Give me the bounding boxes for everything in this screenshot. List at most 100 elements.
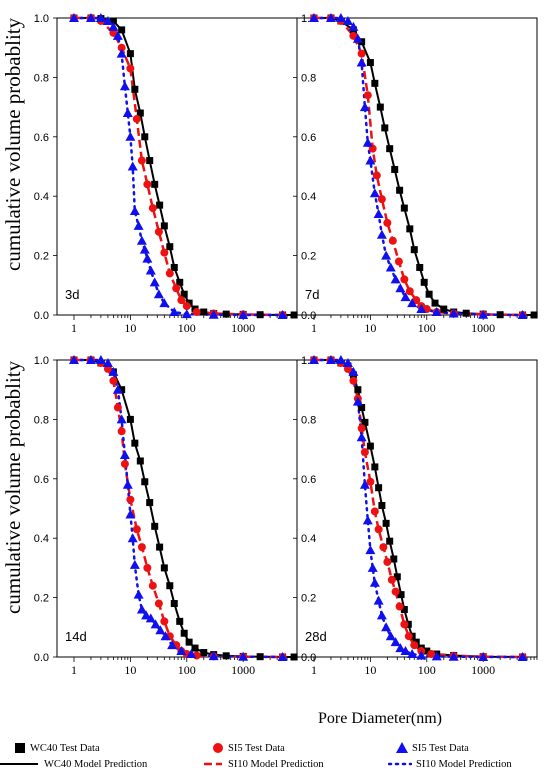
data-point-si10 <box>308 355 319 364</box>
data-point-si5 <box>374 525 383 534</box>
data-point-si10 <box>277 652 288 661</box>
data-point-si10 <box>431 307 442 317</box>
data-point-si5 <box>383 218 392 227</box>
data-point-si5 <box>137 543 146 552</box>
data-point-si10 <box>335 355 346 364</box>
y-tick-label: 0.0 <box>34 310 49 322</box>
y-tick-label: 0.4 <box>301 533 316 545</box>
data-point-wc40 <box>386 537 394 545</box>
y-tick-label: 0.2 <box>301 593 316 605</box>
model-line-wc40 <box>314 17 535 316</box>
data-point-si5 <box>143 563 152 572</box>
legend-label: SI5 Test Data <box>412 742 469 754</box>
legend-label: WC40 Test Data <box>30 742 100 754</box>
data-point-wc40 <box>406 225 414 233</box>
data-point-si10 <box>352 33 363 43</box>
data-point-wc40 <box>425 290 433 298</box>
data-point-wc40 <box>390 555 398 563</box>
data-point-si10 <box>95 355 106 364</box>
data-point-wc40 <box>200 308 208 316</box>
data-point-si10 <box>208 309 219 319</box>
legend-item-si5-model: SI10 Model Prediction <box>202 756 324 772</box>
data-point-si10 <box>169 307 180 317</box>
x-tick-label: 1 <box>311 321 317 335</box>
data-point-si10 <box>119 450 130 460</box>
data-point-wc40 <box>156 543 164 551</box>
data-point-wc40 <box>256 311 264 319</box>
data-point-si10 <box>127 161 138 171</box>
data-point-si10 <box>478 652 489 661</box>
x-tick-label: 1000 <box>231 663 255 677</box>
data-point-si10 <box>376 229 387 239</box>
data-point-si10 <box>176 646 187 656</box>
data-point-si10 <box>416 304 427 314</box>
data-point-si10 <box>181 309 192 319</box>
y-tick-label: 0.8 <box>301 414 316 426</box>
model-line-wc40 <box>314 359 523 658</box>
y-tick-label: 0.8 <box>34 414 49 426</box>
y-tick-label: 0.4 <box>34 533 49 545</box>
data-point-wc40 <box>166 582 174 590</box>
data-point-si5 <box>160 617 169 626</box>
data-point-si10 <box>133 589 144 599</box>
data-point-wc40 <box>391 165 399 173</box>
data-point-si10 <box>150 619 161 629</box>
model-line-si10 <box>72 358 284 659</box>
data-point-si10 <box>400 646 411 656</box>
data-point-si10 <box>395 283 406 293</box>
data-point-wc40 <box>170 600 178 608</box>
data-point-si10 <box>373 209 384 219</box>
y-tick-label: 0.0 <box>301 652 316 664</box>
data-point-wc40 <box>180 290 188 298</box>
legend-line-dotted <box>388 762 412 766</box>
data-point-wc40 <box>416 263 424 271</box>
data-point-wc40 <box>393 573 401 581</box>
data-point-wc40 <box>371 79 379 87</box>
data-point-si5 <box>405 287 414 296</box>
data-point-si10 <box>159 298 170 308</box>
data-point-wc40 <box>146 499 154 507</box>
data-point-si5 <box>363 91 372 100</box>
data-point-wc40 <box>118 386 126 394</box>
data-point-wc40 <box>170 263 178 271</box>
x-tick-label: 1000 <box>471 663 495 677</box>
data-point-si10 <box>448 308 459 318</box>
data-point-si10 <box>68 355 79 364</box>
data-point-si10 <box>129 559 140 569</box>
data-point-si5 <box>126 64 135 73</box>
data-point-si10 <box>122 479 133 489</box>
data-point-si10 <box>400 292 411 302</box>
data-point-si10 <box>365 545 376 555</box>
data-point-si5 <box>148 581 157 590</box>
data-point-wc40 <box>160 564 168 572</box>
data-point-si10 <box>122 108 133 118</box>
data-point-si5 <box>370 507 379 516</box>
data-point-si10 <box>367 562 378 572</box>
legend-marker-triangle <box>396 742 408 753</box>
plot-frame <box>296 359 538 658</box>
data-point-wc40 <box>118 26 126 34</box>
legend-label: SI10 Model Prediction <box>228 758 324 770</box>
data-point-wc40 <box>381 124 389 132</box>
data-point-si10 <box>362 515 373 525</box>
data-point-si5 <box>192 308 201 317</box>
data-point-si10 <box>385 262 396 272</box>
data-point-si10 <box>277 310 288 319</box>
data-point-si10 <box>359 102 370 112</box>
data-point-wc40 <box>496 311 504 319</box>
data-point-si10 <box>395 643 406 653</box>
data-point-wc40 <box>185 638 193 646</box>
data-point-si10 <box>153 289 164 299</box>
data-point-si10 <box>342 357 353 367</box>
data-point-wc40 <box>166 243 174 251</box>
data-point-wc40 <box>462 309 470 317</box>
data-point-si10 <box>155 625 166 635</box>
legend-item-si10-test: SI5 Test Data <box>396 740 469 756</box>
data-point-si10 <box>381 250 392 260</box>
legend-item-si10-model: SI10 Model Prediction <box>388 756 512 772</box>
x-tick-label: 100 <box>418 663 436 677</box>
data-point-si10 <box>356 432 367 442</box>
data-point-si10 <box>356 57 367 67</box>
data-point-wc40 <box>378 502 386 510</box>
data-point-si10 <box>208 651 219 661</box>
